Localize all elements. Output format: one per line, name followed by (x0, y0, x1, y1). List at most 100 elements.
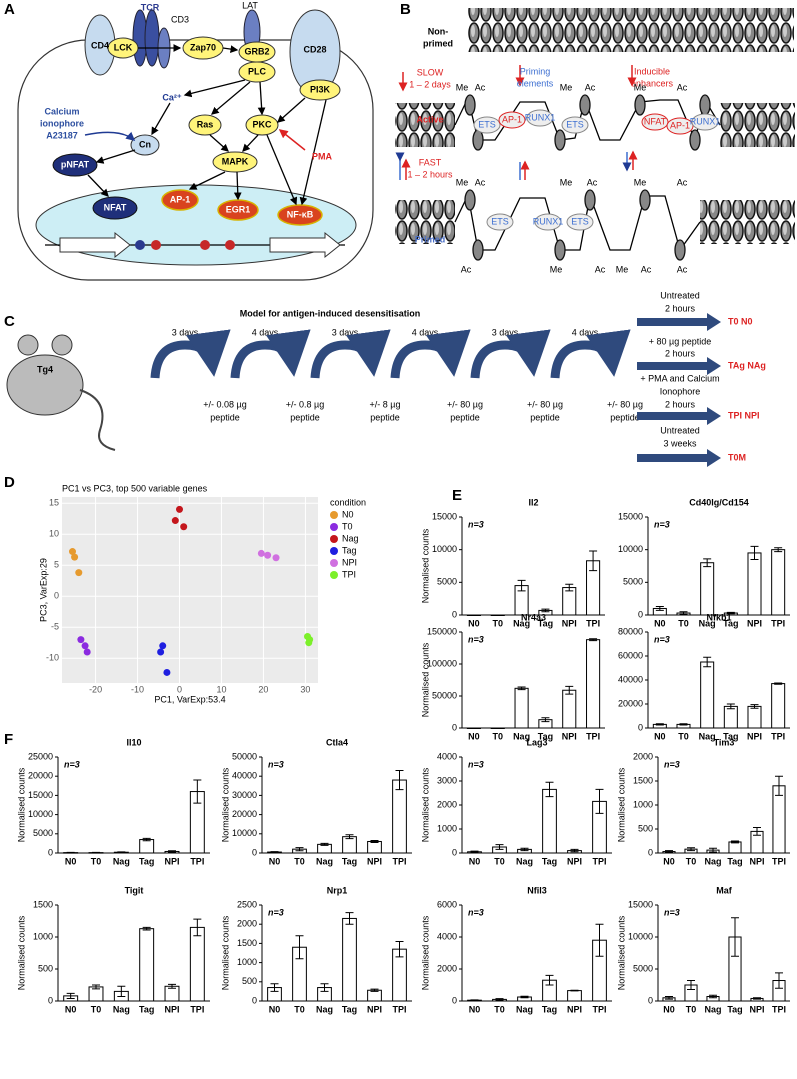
error-bar (66, 992, 75, 999)
bar (567, 990, 582, 1002)
error-bar (495, 998, 504, 1001)
bar (367, 840, 382, 854)
x-tick-label: Nag (113, 856, 130, 866)
arrow (266, 134, 298, 206)
chart-title: Ctla4 (326, 737, 348, 747)
histone-mark: Me (634, 82, 647, 92)
error-bar (679, 611, 688, 615)
dose: +/- 0.08 µg (203, 399, 246, 409)
error-bar (565, 583, 574, 592)
y-axis-label: PC3, VarExp:29 (38, 558, 48, 622)
y-axis-label: Normalised counts (420, 767, 430, 842)
label: Ca²⁺ (162, 92, 182, 102)
title: Model for antigen-induced desensitisatio… (240, 308, 421, 318)
factor (498, 111, 526, 129)
y-tick-label: 5000 (623, 577, 643, 587)
arrow (222, 45, 239, 53)
y-tick-label: 6000 (437, 899, 457, 909)
x-tick-label: Tag (139, 856, 154, 866)
interval: 4 days (252, 327, 279, 337)
y-axis-label: Normalised counts (420, 642, 430, 717)
label: PI3K (310, 84, 331, 94)
x-tick-label: N0 (469, 856, 481, 866)
bar (728, 841, 742, 854)
histone-mark: Me (560, 82, 573, 92)
x-tick-label: N0 (65, 856, 77, 866)
y-tick-label: 0 (648, 995, 653, 1005)
y-tick-label: 15000 (618, 511, 643, 521)
annotation: n=3 (664, 907, 680, 917)
nucleosomes (395, 125, 455, 147)
error-bar (370, 988, 379, 992)
bar (723, 705, 738, 729)
dose: peptide (290, 412, 320, 422)
x-tick-label: NPI (567, 856, 582, 866)
bar (586, 639, 601, 729)
histone-mark: Ac (641, 264, 652, 274)
point (75, 569, 83, 577)
x-tick-label: TPI (592, 1004, 606, 1014)
node (92, 196, 138, 220)
label: CD4 (91, 40, 109, 50)
linker-dna (454, 192, 701, 252)
histone-mark: Ac (677, 82, 688, 92)
legend-swatch (330, 511, 338, 519)
error-bar (520, 995, 529, 999)
x-tick-label: T0 (686, 856, 697, 866)
error-bar (117, 985, 126, 998)
x-tick-label: N0 (654, 618, 666, 628)
histone-mark: Me (560, 177, 573, 187)
dose: +/- 0.8 µg (286, 399, 324, 409)
y-tick-label: 0 (252, 847, 257, 857)
error-bar (470, 850, 479, 854)
mouse-ear (17, 334, 39, 356)
dose: peptide (450, 412, 480, 422)
histone-mark: Me (550, 264, 563, 274)
factor-label: RUNX1 (533, 216, 564, 226)
y-tick-label: 0 (638, 722, 643, 732)
y-axis-label: Normalised counts (420, 528, 430, 603)
x-tick-label: NPI (749, 1004, 764, 1014)
output: TPI NPI (728, 410, 760, 420)
error-bar (655, 723, 664, 726)
bar (562, 587, 577, 616)
point (71, 553, 79, 561)
interval: 4 days (412, 327, 439, 337)
error-bar (595, 788, 604, 814)
error-bar (470, 999, 479, 1002)
y-tick-label: -5 (51, 622, 59, 632)
x-tick-label: NPI (747, 731, 762, 741)
y-tick-label: 0 (48, 847, 53, 857)
legend-title: condition (330, 497, 366, 507)
bar (700, 661, 715, 729)
error-bar (295, 935, 304, 960)
legend-swatch (330, 559, 338, 567)
y-tick-label: 30000 (232, 790, 257, 800)
treatment: Ionophore (660, 386, 701, 396)
factor-label: RUNX1 (690, 116, 721, 126)
label: Inducible (634, 66, 670, 76)
label: TCR (141, 2, 160, 12)
label: GRB2 (244, 46, 269, 56)
error-bar (774, 682, 783, 685)
x-tick-label: 30 (300, 684, 310, 694)
factor-label: RUNX1 (525, 112, 556, 122)
bar (747, 552, 762, 616)
arrow (637, 357, 721, 375)
error-bar (517, 579, 526, 592)
histone-mark: Ac (585, 82, 596, 92)
label: SLOW (417, 67, 444, 77)
curved-arrow (550, 329, 631, 379)
y-tick-label: 2000 (633, 751, 653, 761)
histone-mark: Me (456, 82, 469, 92)
error-bar (168, 850, 176, 853)
error-bar (753, 997, 761, 1000)
x-tick-label: Tag (727, 1004, 742, 1014)
error-bar (775, 775, 783, 796)
x-tick-label: TPI (586, 618, 600, 628)
y-tick-label: 10000 (432, 544, 457, 554)
chart-title: Tigit (125, 885, 144, 895)
x-tick-label: NPI (567, 1004, 582, 1014)
dose: peptide (210, 412, 240, 422)
x-tick-label: NPI (164, 856, 179, 866)
